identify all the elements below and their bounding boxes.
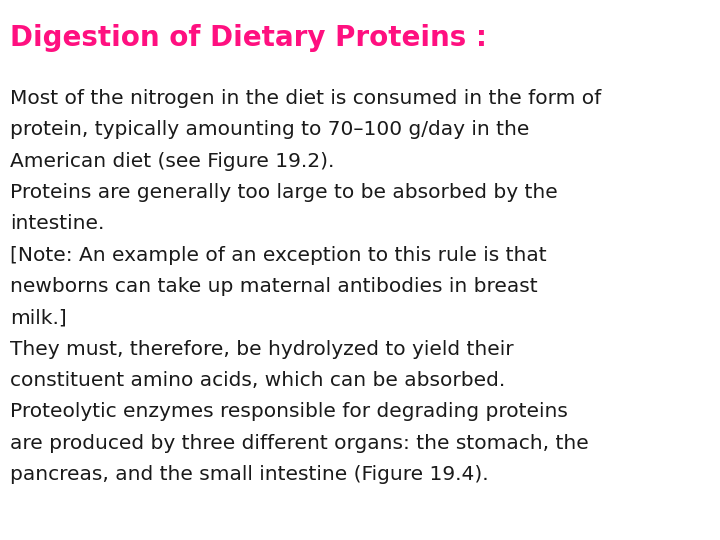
- Text: Proteins are generally too large to be absorbed by the: Proteins are generally too large to be a…: [10, 183, 558, 202]
- Text: protein, typically amounting to 70–100 g/day in the: protein, typically amounting to 70–100 g…: [10, 120, 529, 139]
- Text: intestine.: intestine.: [10, 214, 104, 233]
- Text: pancreas, and the small intestine (Figure 19.4).: pancreas, and the small intestine (Figur…: [10, 465, 489, 484]
- Text: Most of the nitrogen in the diet is consumed in the form of: Most of the nitrogen in the diet is cons…: [10, 89, 601, 108]
- Text: milk.]: milk.]: [10, 308, 67, 327]
- Text: They must, therefore, be hydrolyzed to yield their: They must, therefore, be hydrolyzed to y…: [10, 340, 513, 359]
- Text: Proteolytic enzymes responsible for degrading proteins: Proteolytic enzymes responsible for degr…: [10, 402, 568, 421]
- Text: Digestion of Dietary Proteins :: Digestion of Dietary Proteins :: [10, 24, 487, 52]
- Text: [Note: An example of an exception to this rule is that: [Note: An example of an exception to thi…: [10, 246, 546, 265]
- Text: American diet (see Figure 19.2).: American diet (see Figure 19.2).: [10, 152, 335, 171]
- Text: newborns can take up maternal antibodies in breast: newborns can take up maternal antibodies…: [10, 277, 538, 296]
- Text: are produced by three different organs: the stomach, the: are produced by three different organs: …: [10, 434, 589, 453]
- Text: constituent amino acids, which can be absorbed.: constituent amino acids, which can be ab…: [10, 371, 505, 390]
